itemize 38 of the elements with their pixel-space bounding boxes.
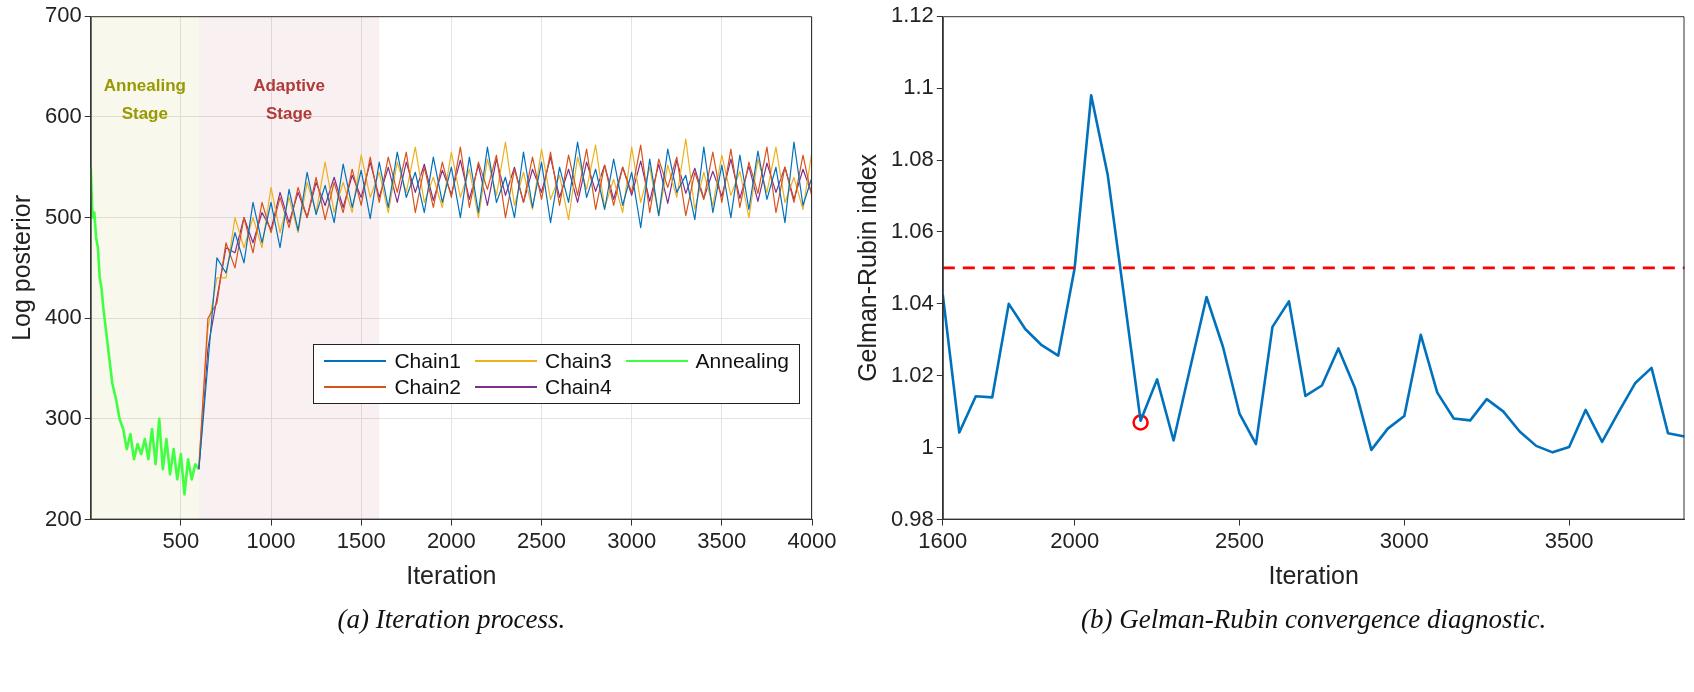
y-tick-label: 1.1 <box>903 74 934 100</box>
text: (a) Iteration process. <box>336 604 567 635</box>
y-tick-label: 700 <box>44 2 82 28</box>
y-tick-label: 1.06 <box>890 218 934 244</box>
y-tick-label: 1.04 <box>890 289 934 315</box>
y-tick-label: 600 <box>44 102 82 128</box>
legend-label: Chain2 <box>394 374 462 399</box>
y-tick-label: 200 <box>44 505 82 531</box>
x-tick-label: 3000 <box>607 527 657 553</box>
x-tick-label: 500 <box>162 527 200 553</box>
x-tick-label: 3000 <box>1379 527 1429 553</box>
legend-label: Chain3 <box>545 348 612 373</box>
legend-label: Annealing <box>695 348 789 373</box>
x-tick-label: 2000 <box>1050 527 1100 553</box>
x-tick-label: 2500 <box>517 527 566 553</box>
y-tick-label: 1.12 <box>890 2 934 28</box>
x-tick-label: 2000 <box>426 527 476 553</box>
legend-label: Chain4 <box>545 374 612 399</box>
y-tick-label: 1 <box>921 433 934 459</box>
band-label: Annealing Stage <box>103 75 186 123</box>
x-tick-label: 3500 <box>1544 527 1594 553</box>
x-tick-label: 3500 <box>697 527 747 553</box>
x-axis-title: Iteration <box>1268 560 1359 589</box>
y-axis-title: Gelman-Rubin index <box>852 153 881 382</box>
y-tick-label: 400 <box>44 304 82 330</box>
text: (b) Gelman-Rubin convergence diagnostic. <box>1079 604 1548 635</box>
y-tick-label: 500 <box>44 203 82 229</box>
y-axis-title: Log posterior <box>6 194 35 341</box>
legend-label: Chain1 <box>394 348 462 373</box>
x-tick-label: 2500 <box>1215 527 1264 553</box>
x-tick-label: 1500 <box>336 527 386 553</box>
y-tick-label: 300 <box>44 404 82 430</box>
x-tick-label: 1000 <box>246 527 296 553</box>
band-label: Adaptive Stage <box>253 75 325 123</box>
x-tick-label: 4000 <box>787 527 837 553</box>
y-tick-label: 1.08 <box>890 146 934 172</box>
x-axis-title: Iteration <box>406 560 497 589</box>
y-tick-label: 1.02 <box>890 361 934 387</box>
